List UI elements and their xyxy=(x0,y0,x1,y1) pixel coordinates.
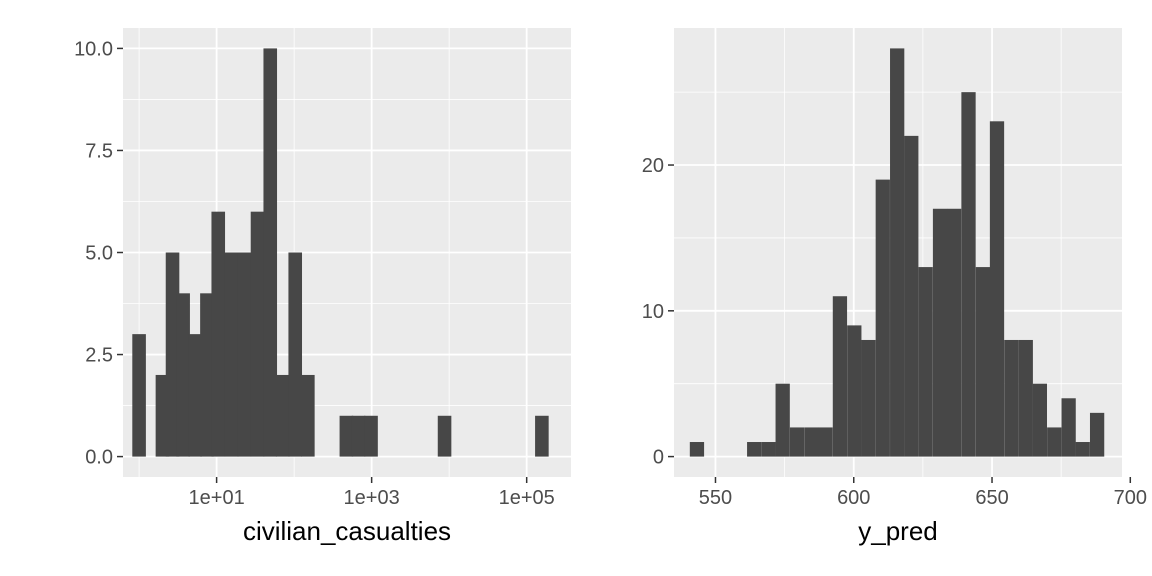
histogram-bar xyxy=(847,325,862,457)
histogram-bar xyxy=(861,339,876,457)
histogram-bar xyxy=(165,252,180,457)
x-tick-label: 700 xyxy=(1114,487,1147,509)
histogram-bar xyxy=(947,208,962,457)
y-tick-label: 0 xyxy=(653,447,664,469)
x-tick-label: 550 xyxy=(699,487,732,509)
histogram-bar xyxy=(761,442,776,457)
histogram-bar xyxy=(747,442,762,457)
histogram-bar xyxy=(804,427,819,457)
histogram-bar xyxy=(188,334,203,457)
histogram-bar xyxy=(832,296,848,457)
x-axis-title: civilian_casualties xyxy=(243,516,451,546)
histogram-bar xyxy=(535,415,549,457)
histogram-bar xyxy=(1075,442,1090,457)
histogram-bar xyxy=(351,415,366,457)
histogram-bar xyxy=(775,383,790,457)
histogram-bar xyxy=(975,267,991,457)
histogram-bar xyxy=(275,374,290,457)
x-axis-title: y_pred xyxy=(858,516,938,546)
histogram-bar xyxy=(211,211,226,457)
histogram-bar xyxy=(875,179,890,457)
y-tick-label: 10.0 xyxy=(74,38,113,60)
y-tick-label: 2.5 xyxy=(85,345,113,367)
histogram-bar xyxy=(789,427,805,457)
x-tick-label: 1e+05 xyxy=(499,487,555,509)
histogram-bar xyxy=(224,252,239,457)
y-tick-label: 20 xyxy=(642,155,664,177)
predictions-histogram: y_pred 550 600 650 700 0 10 20 xyxy=(642,28,1147,546)
x-tick-label: 1e+03 xyxy=(344,487,400,509)
casualties-histogram: civilian_casualties 1e+01 1e+03 1e+05 0.0 2.… xyxy=(74,28,571,546)
histogram-bar xyxy=(904,135,919,457)
y-tick-label: 7.5 xyxy=(85,140,113,162)
x-tick-label: 600 xyxy=(837,487,870,509)
histogram-bar xyxy=(689,442,705,457)
histogram-bar xyxy=(818,427,833,457)
histogram-bar xyxy=(176,293,190,457)
histogram-bar xyxy=(961,92,976,457)
histogram-bar xyxy=(932,208,948,457)
histogram-bar xyxy=(1004,339,1019,457)
x-tick-label: 650 xyxy=(975,487,1008,509)
x-tick-label: 1e+01 xyxy=(189,487,245,509)
histogram-bar xyxy=(1047,427,1062,457)
histogram-bar xyxy=(237,252,252,457)
histogram-bar xyxy=(437,415,452,457)
y-tick-label: 5.0 xyxy=(85,243,113,265)
y-tick-label: 0.0 xyxy=(85,447,113,469)
histogram-bar xyxy=(1061,398,1076,457)
histogram-bar xyxy=(132,334,146,457)
histogram-bar xyxy=(918,267,933,457)
histogram-bar xyxy=(288,252,303,457)
histogram-bar xyxy=(1089,412,1105,457)
histogram-bar xyxy=(339,415,354,457)
histogram-bar xyxy=(989,121,1005,457)
y-tick-label: 10 xyxy=(642,301,664,323)
histogram-bar xyxy=(1032,383,1048,457)
histogram-bar xyxy=(200,293,214,457)
histogram-bar xyxy=(263,48,278,457)
histogram-bar xyxy=(250,211,265,457)
histogram-bar xyxy=(301,374,315,457)
histogram-bar xyxy=(364,415,378,457)
histogram-bar xyxy=(890,48,905,457)
histogram-bar xyxy=(1018,339,1033,457)
